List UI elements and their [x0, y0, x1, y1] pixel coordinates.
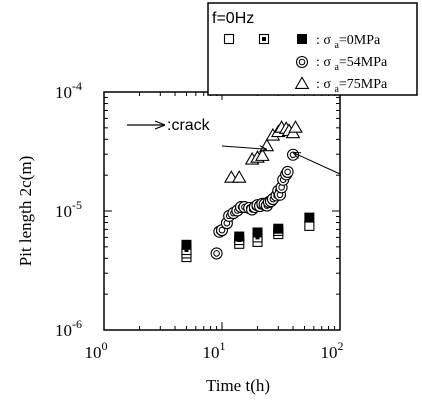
legend-entry-subscript: a [334, 84, 339, 95]
legend-entry-label: : σ a=54MPa [316, 55, 388, 73]
legend-entry-label: : σ a=0MPa [316, 33, 381, 51]
x-tick-label-exponent: 1 [220, 339, 226, 353]
legend-entry-value: =75MPa [339, 77, 388, 92]
plot-frame [103, 91, 341, 331]
series-open-square [181, 220, 315, 263]
marker-open-triangle [255, 148, 270, 161]
y-tick-label-exponent: -4 [72, 79, 82, 93]
x-tick-label: 101 [203, 339, 226, 362]
marker-filled-square [181, 239, 192, 250]
marker-filled-square [252, 227, 263, 238]
series-open-triangle [224, 120, 303, 183]
marker-filled-square [304, 212, 315, 223]
marker-filled-square [273, 223, 284, 234]
y-tick-label-base: 10 [55, 83, 72, 102]
y-tick-label-exponent: -6 [72, 317, 82, 331]
marker-open-triangle [294, 76, 310, 89]
legend-entry-label: : σ a=75MPa [316, 77, 388, 95]
legend-entry-value: =54MPa [339, 55, 388, 70]
marker-double-circle-inner [289, 151, 297, 159]
y-tick-label: 10-6 [55, 317, 82, 340]
legend: f=0Hz : σ a=0MPa: σ a=54MPa: σ a=75MPa [207, 2, 418, 96]
y-tick-label: 10-4 [55, 79, 82, 102]
crack-arrowhead [259, 145, 268, 153]
marker-double-circle-inner [298, 58, 306, 66]
x-tick-label-base: 10 [321, 343, 338, 362]
crack-arrow [221, 145, 267, 150]
marker-filled-square [297, 34, 307, 44]
y-tick-label-base: 10 [55, 321, 72, 340]
legend-box [207, 2, 418, 96]
data-marks [181, 120, 341, 263]
marker-filled-square [234, 231, 245, 242]
x-axis-label: Time t(h) [206, 376, 270, 395]
x-tick-label-exponent: 0 [102, 339, 108, 353]
legend-entry-value: =0MPa [339, 33, 381, 48]
marker-dotted-square-center [262, 37, 266, 41]
marker-double-circle-inner [213, 250, 220, 257]
marker-double-circle [295, 55, 309, 69]
marker-double-circle-inner [218, 226, 226, 234]
legend-entry-subscript: a [334, 62, 339, 73]
x-tick-label: 100 [85, 339, 108, 362]
series-dotted-square [181, 225, 284, 256]
crack-arrow [292, 152, 341, 175]
series-filled-square [181, 212, 315, 250]
y-tick-label: 10-5 [55, 198, 82, 221]
marker-open-triangle [231, 170, 247, 183]
marker-open-square [304, 220, 315, 231]
crack-legend-arrowhead [154, 120, 166, 130]
x-tick-label-exponent: 2 [338, 339, 344, 353]
y-tick-label-base: 10 [55, 202, 72, 221]
legend-entry-subscript: a [334, 40, 339, 51]
crack-arrowhead [292, 152, 302, 159]
marker-open-square [223, 33, 235, 45]
x-tick-label-base: 10 [203, 343, 220, 362]
x-tick-label: 102 [321, 339, 344, 362]
marker-open-triangle [288, 120, 303, 133]
marker-double-circle [281, 165, 294, 178]
legend-entry-sigma: : σ [316, 33, 334, 48]
legend-entry-sigma: : σ [316, 55, 334, 70]
marker-dotted-square-center [184, 248, 189, 253]
y-tick-label-exponent: -5 [72, 198, 82, 212]
marker-double-circle [210, 247, 223, 260]
legend-title: f=0Hz [212, 10, 254, 27]
x-tick-label-base: 10 [85, 343, 102, 362]
crack-annotation: :crack [127, 117, 211, 134]
y-axis-label: Pit length 2c(m) [16, 156, 35, 266]
marker-double-circle-inner [284, 168, 291, 176]
series-double-circle [210, 148, 300, 260]
legend-entry-sigma: : σ [316, 77, 334, 92]
crack-label: :crack [167, 117, 211, 134]
